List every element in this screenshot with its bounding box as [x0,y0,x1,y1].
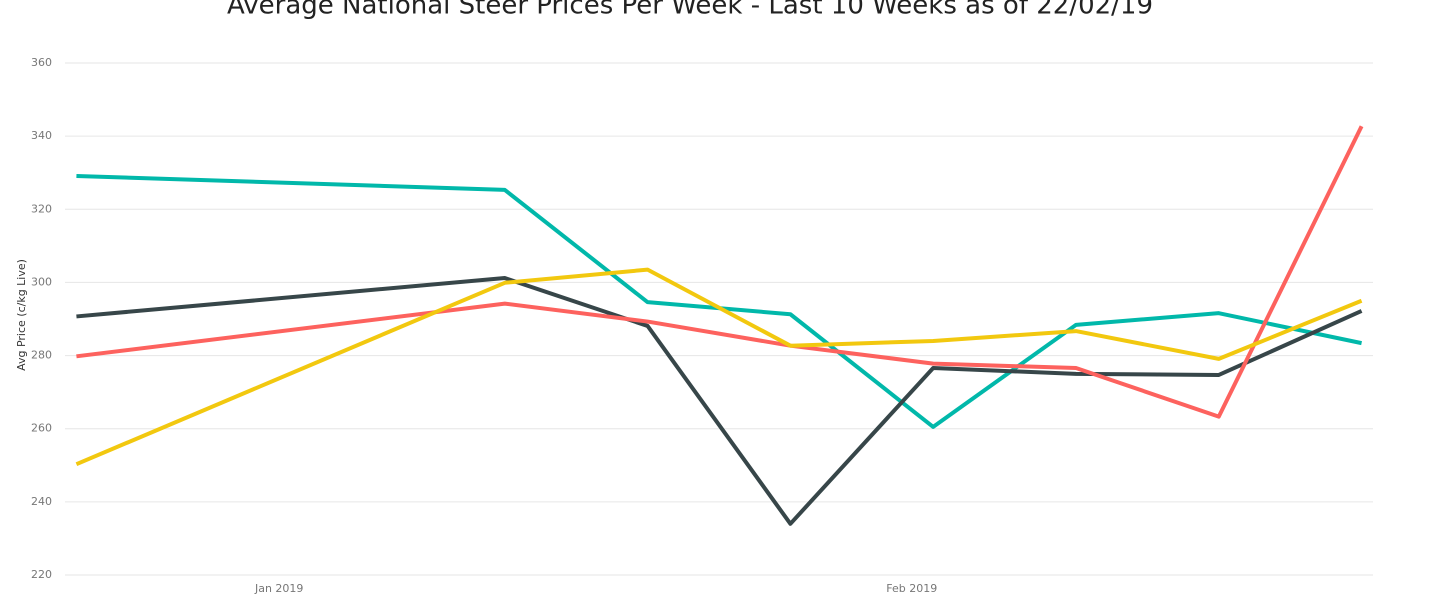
y-tick-label: 320 [31,202,52,215]
series-line [76,125,1364,419]
y-tick-label: 300 [31,275,52,288]
y-tick-label: 240 [31,495,52,508]
chart-title: Average National Steer Prices Per Week -… [227,0,1153,21]
x-tick-label: Feb 2019 [886,582,937,595]
y-tick-label: 340 [31,129,52,142]
y-tick-label: 360 [31,56,52,69]
y-axis-label: Avg Price (c/kg Live) [15,259,28,371]
series-line [76,276,1363,526]
series-line [75,267,1363,467]
x-tick-label: Jan 2019 [254,582,303,595]
y-tick-label: 220 [31,568,52,581]
series-line [76,174,1362,429]
y-tick-label: 260 [31,422,52,435]
y-tick-label: 280 [31,349,52,362]
